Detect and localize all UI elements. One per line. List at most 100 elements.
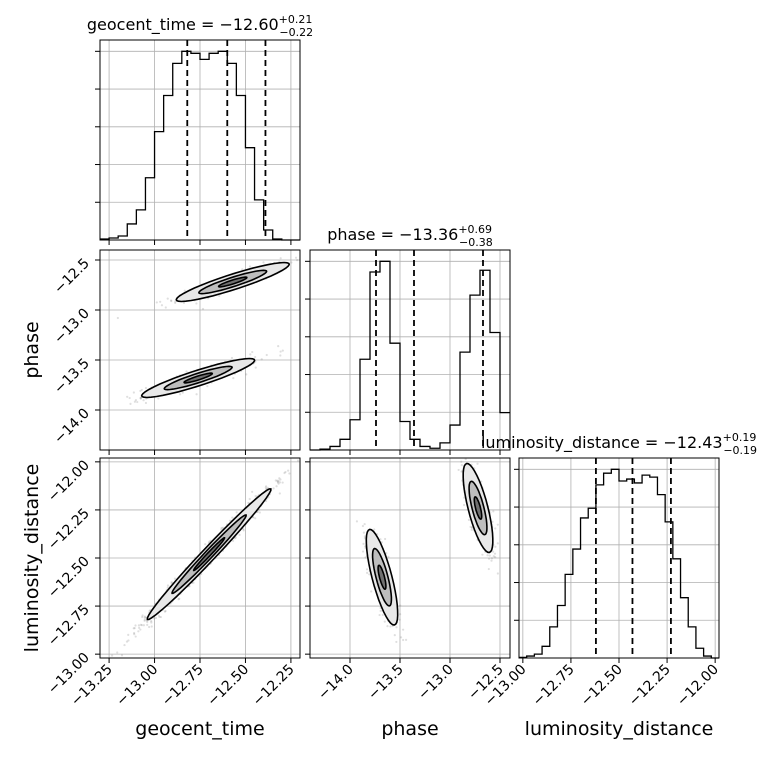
sample-point	[460, 460, 463, 463]
sample-point	[251, 350, 254, 354]
sample-point	[284, 470, 287, 474]
sample-point	[279, 257, 282, 260]
sample-point	[164, 609, 167, 613]
sample-point	[127, 633, 130, 636]
sample-point	[264, 485, 268, 488]
sample-point	[494, 556, 497, 559]
sample-point	[242, 529, 245, 532]
sample-point	[283, 471, 286, 475]
sample-point	[277, 479, 280, 482]
sample-point	[389, 625, 392, 628]
sample-point	[234, 536, 237, 539]
x-tick-label: −12.50	[204, 662, 252, 710]
sample-point	[164, 306, 167, 309]
sample-point	[492, 510, 495, 513]
x-tick-label: −14.0	[315, 662, 357, 704]
sample-point	[133, 631, 136, 635]
sample-point	[469, 525, 472, 528]
sample-point	[476, 462, 479, 465]
sample-point	[221, 526, 225, 529]
sample-point	[195, 302, 198, 305]
sample-point	[492, 555, 495, 558]
sample-point	[486, 554, 489, 557]
sample-point	[491, 520, 494, 523]
sample-point	[183, 289, 186, 292]
sample-point	[141, 614, 144, 617]
sample-point	[496, 542, 499, 545]
sample-point	[150, 625, 153, 628]
sample-point	[395, 626, 398, 629]
sample-point	[279, 350, 282, 353]
x-tick-label: −13.00	[113, 662, 161, 710]
sample-point	[467, 518, 471, 521]
hist-grid-luminosity_distance	[519, 458, 719, 658]
sample-point	[153, 617, 156, 620]
sample-point	[139, 389, 142, 393]
sample-point	[399, 636, 403, 639]
sample-point	[277, 345, 280, 348]
sample-point	[279, 354, 282, 357]
sample-point	[242, 528, 245, 531]
sample-point	[395, 640, 398, 644]
sample-point	[125, 640, 129, 643]
sample-point	[174, 300, 177, 303]
contour-inner	[473, 496, 483, 520]
sample-point	[363, 522, 366, 526]
sample-point	[220, 528, 223, 531]
sample-point	[201, 307, 205, 311]
sample-point	[378, 613, 381, 617]
sample-point	[260, 358, 263, 361]
y-axis-label-phase: phase	[21, 321, 43, 378]
sample-point	[386, 625, 389, 628]
sample-point	[276, 480, 279, 483]
sample-point	[133, 400, 137, 403]
sample-point	[116, 316, 119, 320]
sample-point	[170, 299, 173, 303]
sample-point	[496, 523, 499, 526]
x-axis-label-luminosity_distance: luminosity_distance	[525, 718, 714, 740]
y-tick-label: −14.0	[51, 406, 93, 448]
sample-point	[231, 539, 235, 542]
sample-point	[143, 615, 146, 618]
sample-point	[490, 557, 494, 560]
sample-point	[363, 535, 366, 538]
sample-point	[370, 590, 373, 593]
y-tick-label: −12.50	[45, 554, 93, 602]
sample-point	[373, 528, 376, 531]
panel-title-geocent_time: geocent_time = −12.60+0.21 −0.22	[87, 13, 313, 39]
sample-point	[361, 524, 365, 528]
sample-point	[249, 353, 252, 356]
sample-point	[188, 585, 191, 588]
sample-point	[142, 399, 145, 402]
sample-point	[252, 516, 255, 519]
sample-point	[132, 391, 135, 394]
sample-point	[232, 377, 235, 380]
sample-point	[134, 399, 138, 402]
sample-point	[245, 373, 248, 376]
sample-point	[355, 520, 359, 523]
sample-point	[144, 386, 148, 390]
sample-point	[404, 638, 408, 641]
sample-point	[379, 609, 382, 613]
sample-point	[398, 618, 401, 621]
x-tick-label: −12.75	[530, 662, 578, 710]
sample-point	[393, 634, 396, 637]
x-tick-label: −12.25	[626, 662, 674, 710]
y-tick-label: −12.25	[45, 505, 93, 553]
sample-point	[481, 553, 484, 556]
x-tick-label: −12.25	[250, 662, 298, 710]
sample-point	[290, 261, 293, 264]
sample-point	[110, 654, 114, 657]
sample-point	[181, 391, 184, 394]
sample-point	[157, 614, 161, 617]
sample-point	[401, 628, 405, 631]
sample-point	[120, 654, 124, 657]
sample-point	[146, 620, 149, 624]
sample-point	[148, 625, 151, 629]
x-tick-label: −13.5	[365, 662, 407, 704]
sample-point	[457, 468, 460, 472]
sample-point	[139, 628, 142, 631]
sample-point	[365, 568, 369, 571]
sample-point	[163, 610, 167, 613]
sample-point	[380, 541, 383, 544]
